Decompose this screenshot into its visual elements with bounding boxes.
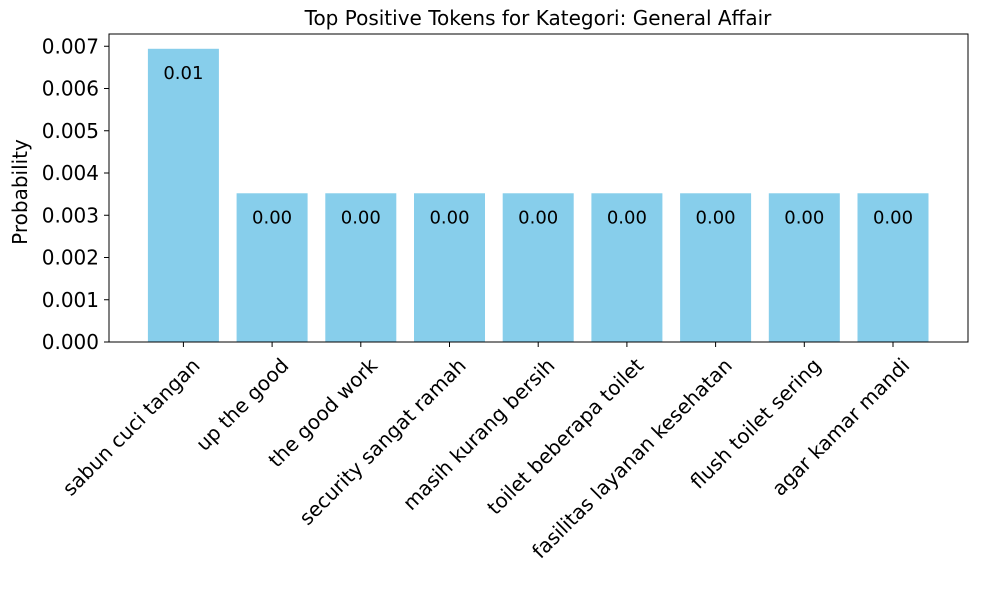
bar xyxy=(857,193,929,342)
y-tick-label: 0.002 xyxy=(42,246,99,270)
bar xyxy=(236,193,308,342)
x-tick-label: sabun cuci tangan xyxy=(58,353,205,500)
plot-frame xyxy=(108,33,969,343)
bar-value-label: 0.00 xyxy=(341,207,381,228)
bar-value-label: 0.00 xyxy=(429,207,469,228)
bars: 0.01 0.00 0.00 0.00 0.00 0.00 0.00 0.00 0.00 xyxy=(147,48,929,342)
chart-title: Top Positive Tokens for Kategori: Genera… xyxy=(304,6,773,30)
bar-value-label: 0.00 xyxy=(784,207,824,228)
bar xyxy=(502,193,574,342)
y-tick-label: 0.007 xyxy=(42,34,99,58)
bar xyxy=(680,193,752,342)
bar-value-label: 0.00 xyxy=(696,207,736,228)
bar xyxy=(591,193,663,342)
y-axis-ticks: 0.000 0.001 0.002 0.003 0.004 0.005 0.006 0.007 xyxy=(42,34,109,354)
bar-value-label: 0.00 xyxy=(607,207,647,228)
bar xyxy=(325,193,397,342)
bar xyxy=(768,193,840,342)
x-tick-label: toilet beberapa toilet xyxy=(482,353,648,519)
y-tick-label: 0.005 xyxy=(42,119,99,143)
y-tick-label: 0.004 xyxy=(42,161,99,185)
bar-value-label: 0.01 xyxy=(163,63,203,84)
y-axis-label: Probability xyxy=(8,139,32,245)
bar xyxy=(414,193,485,342)
y-tick-label: 0.003 xyxy=(42,203,99,227)
y-tick-label: 0.001 xyxy=(42,288,99,312)
bar-value-label: 0.00 xyxy=(873,207,913,228)
bar-value-label: 0.00 xyxy=(252,207,292,228)
y-tick-label: 0.006 xyxy=(42,77,99,101)
y-tick-label: 0.000 xyxy=(42,330,99,354)
bar-value-label: 0.00 xyxy=(518,207,558,228)
bar xyxy=(147,48,219,342)
x-tick-label: security sangat ramah xyxy=(294,353,471,530)
x-tick-label: masih kurang bersih xyxy=(398,353,560,515)
